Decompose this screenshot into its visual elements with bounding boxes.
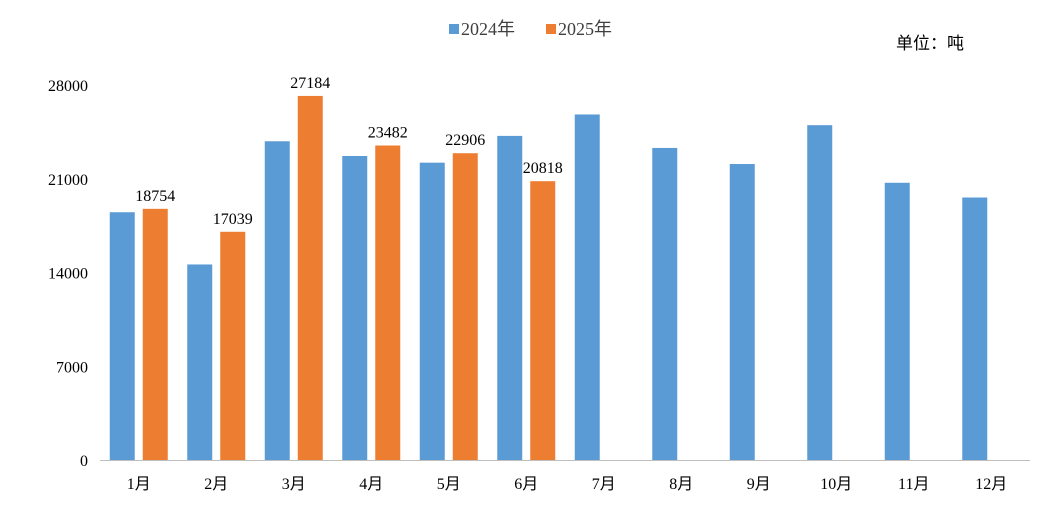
- x-tick-label: 12月: [975, 476, 1007, 493]
- data-label: 22906: [445, 132, 485, 149]
- bar-2024年-7月: [574, 114, 600, 460]
- x-tick-label: 8月: [669, 476, 693, 493]
- y-tick-label: 14000: [48, 266, 88, 283]
- data-label: 18754: [135, 188, 175, 205]
- bar-2025年-1月: [142, 208, 168, 460]
- data-label: 17039: [213, 211, 253, 228]
- legend-swatch-2025: [546, 24, 556, 34]
- bar-2024年-9月: [729, 164, 755, 460]
- legend: 2024年 2025年: [449, 19, 612, 39]
- bars: 18754 17039 27184 23482 22906 20818: [109, 75, 988, 461]
- x-tick-label: 7月: [592, 476, 616, 493]
- x-tick-label: 10月: [820, 476, 852, 493]
- x-tick-label: 11月: [898, 476, 929, 493]
- data-label: 23482: [368, 125, 408, 142]
- x-tick-label: 6月: [514, 476, 538, 493]
- bar-2025年-2月: [220, 231, 246, 460]
- bar-2024年-5月: [419, 162, 445, 460]
- bar-2025年-3月: [297, 95, 323, 460]
- y-tick-label: 7000: [56, 359, 88, 376]
- x-tick-label: 3月: [282, 476, 306, 493]
- x-tick-label: 9月: [747, 476, 771, 493]
- bar-2024年-8月: [652, 147, 678, 461]
- x-tick-label: 1月: [127, 476, 151, 493]
- bar-2024年-10月: [807, 125, 833, 460]
- data-label: 20818: [523, 160, 563, 177]
- bar-2024年-1月: [109, 212, 135, 460]
- y-tick-label: 0: [80, 453, 88, 470]
- x-axis: 1月 2月 3月 4月 5月 6月 7月 8月 9月 10月 11月 12月: [100, 460, 1030, 493]
- bar-2025年-4月: [375, 145, 401, 461]
- legend-swatch-2024: [449, 24, 459, 34]
- x-tick-label: 2月: [204, 476, 228, 493]
- y-tick-label: 28000: [48, 78, 88, 95]
- bar-2025年-6月: [530, 181, 556, 460]
- y-tick-label: 21000: [48, 172, 88, 189]
- unit-label: 单位：吨: [896, 34, 964, 54]
- legend-label-2024: 2024年: [461, 19, 515, 39]
- bar-2024年-4月: [342, 155, 368, 460]
- legend-label-2025: 2025年: [558, 19, 612, 39]
- bar-2024年-12月: [962, 197, 988, 460]
- bar-2025年-5月: [452, 153, 478, 461]
- bar-2024年-2月: [187, 264, 213, 460]
- bar-2024年-3月: [264, 141, 290, 460]
- y-axis: 0 7000 14000 21000 28000: [48, 78, 88, 470]
- data-label: 27184: [290, 75, 330, 92]
- bar-2024年-11月: [884, 182, 910, 460]
- x-tick-label: 4月: [359, 476, 383, 493]
- bar-2024年-6月: [497, 135, 523, 460]
- x-tick-label: 5月: [437, 476, 461, 493]
